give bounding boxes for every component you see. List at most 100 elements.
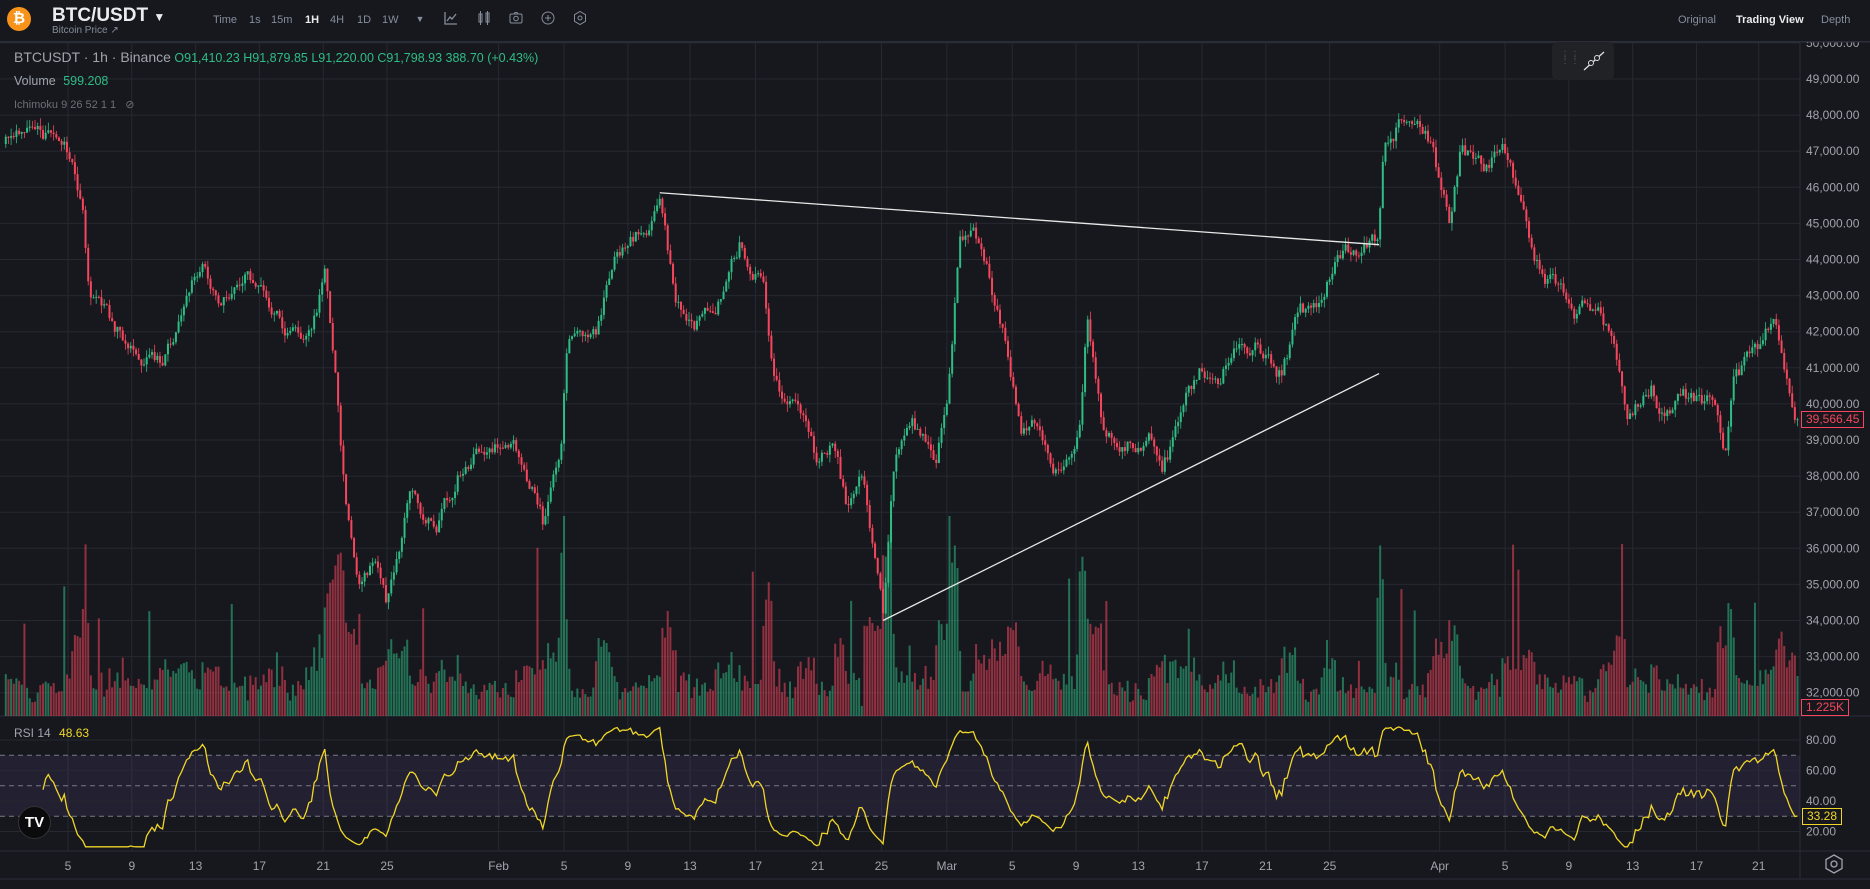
tab-1d[interactable]: 1D <box>357 14 372 26</box>
candle-body <box>1347 244 1350 253</box>
volume-bar <box>329 582 332 716</box>
candle-body <box>28 126 31 128</box>
volume-bar <box>1275 682 1278 716</box>
volume-bar <box>866 626 869 716</box>
volume-bar <box>1057 680 1060 716</box>
volume-bar <box>1610 664 1613 716</box>
chart-settings-icon[interactable] <box>1823 853 1845 875</box>
ichimoku-legend[interactable]: Ichimoku 9 26 52 1 1 ⊘ <box>14 98 134 111</box>
candle-body <box>7 136 10 138</box>
volume-bar <box>1767 674 1770 716</box>
candle-body <box>39 125 42 131</box>
settings-icon[interactable] <box>571 10 589 28</box>
indicators-icon[interactable] <box>442 10 460 28</box>
candle-body <box>1668 410 1671 414</box>
candle-body <box>597 320 600 335</box>
volume-bar <box>1163 654 1166 716</box>
candle-body <box>711 311 714 313</box>
volume-bar <box>121 657 124 716</box>
volume-bar <box>305 667 308 716</box>
candle-body <box>430 518 433 521</box>
volume-bar <box>36 692 39 716</box>
candle-body <box>382 578 385 585</box>
volume-bar <box>1068 578 1071 716</box>
candle-body <box>220 303 223 306</box>
candle-body <box>129 345 132 349</box>
drag-handle-icon[interactable]: ⋮⋮ ⋮⋮ <box>1560 50 1580 66</box>
candle-body <box>1605 324 1608 326</box>
volume-bar <box>767 582 770 716</box>
candle-body <box>1206 377 1209 379</box>
volume-bar <box>807 657 810 716</box>
chart-type-candles-icon[interactable] <box>475 10 493 28</box>
candle-body <box>1642 395 1645 406</box>
volume-bar <box>459 673 462 716</box>
volume-bar <box>613 676 616 716</box>
volume-bar <box>563 516 566 716</box>
volume-bar <box>400 650 403 716</box>
tab-4h[interactable]: 4H <box>330 14 345 26</box>
add-icon[interactable] <box>539 10 557 28</box>
tab-1s[interactable]: 1s <box>249 14 261 26</box>
volume-bar <box>1254 686 1257 716</box>
volume-bar <box>1706 692 1709 716</box>
candle-body <box>1618 359 1621 372</box>
date-tick-label: 17 <box>1195 859 1209 873</box>
date-tick-label: 13 <box>189 859 203 873</box>
candle-body <box>376 561 379 568</box>
volume-bar <box>1796 676 1799 716</box>
volume-bar <box>1682 688 1685 716</box>
volume-bar <box>754 683 757 716</box>
volume-bar <box>555 661 558 716</box>
tradingview-logo[interactable]: TV <box>18 806 51 839</box>
candle-body <box>485 452 488 455</box>
candle-body <box>1389 138 1392 143</box>
volume-bar <box>1062 673 1065 716</box>
more-timeframes-caret-icon[interactable]: ▼ <box>415 14 425 24</box>
volume-bar <box>1450 640 1453 716</box>
tab-depth[interactable]: Depth <box>1821 14 1851 26</box>
tab-trading-view[interactable]: Trading View <box>1736 14 1804 26</box>
candle-body <box>573 333 576 337</box>
candle-body <box>1674 400 1677 410</box>
candle-body <box>477 448 480 452</box>
camera-icon[interactable] <box>507 10 525 28</box>
candle-body <box>578 330 581 332</box>
candle-body <box>222 297 225 306</box>
candle-body <box>1573 308 1576 319</box>
volume-bar <box>1182 668 1185 716</box>
candle-body <box>238 284 241 286</box>
volume-bar <box>1009 627 1012 716</box>
volume-bar <box>937 620 940 716</box>
candle-body <box>778 379 781 392</box>
bitcoin-price-link[interactable]: Bitcoin Price ↗ <box>52 25 119 36</box>
candle-body <box>985 261 988 264</box>
candle-body <box>616 252 619 257</box>
volume-bar <box>1647 692 1650 716</box>
candle-body <box>95 296 98 298</box>
candle-body <box>1123 447 1126 451</box>
candle-body <box>818 461 821 463</box>
tab-original[interactable]: Original <box>1678 14 1716 26</box>
volume-bar <box>169 676 172 716</box>
volume-bar <box>775 686 778 716</box>
volume-bar <box>1785 667 1788 716</box>
volume-bar <box>1153 676 1156 716</box>
hidden-eye-icon[interactable]: ⊘ <box>125 99 135 111</box>
volume-bar <box>151 689 154 716</box>
volume-bar <box>209 669 212 716</box>
tab-1h[interactable]: 1H <box>305 14 320 26</box>
tab-15m[interactable]: 15m <box>271 14 293 26</box>
candle-body <box>1251 350 1254 356</box>
volume-bar <box>1642 681 1645 716</box>
candle-body <box>297 327 300 333</box>
volume-bar <box>1676 674 1679 716</box>
symbol-selector[interactable]: BTC/USDT ▼ <box>52 5 165 27</box>
volume-bar <box>148 611 151 716</box>
tab-time[interactable]: Time <box>213 14 238 26</box>
candle-body <box>1700 395 1703 404</box>
trendline-tool-icon[interactable] <box>1582 50 1606 72</box>
tab-1w[interactable]: 1W <box>382 14 399 26</box>
volume-bar <box>1586 701 1589 716</box>
